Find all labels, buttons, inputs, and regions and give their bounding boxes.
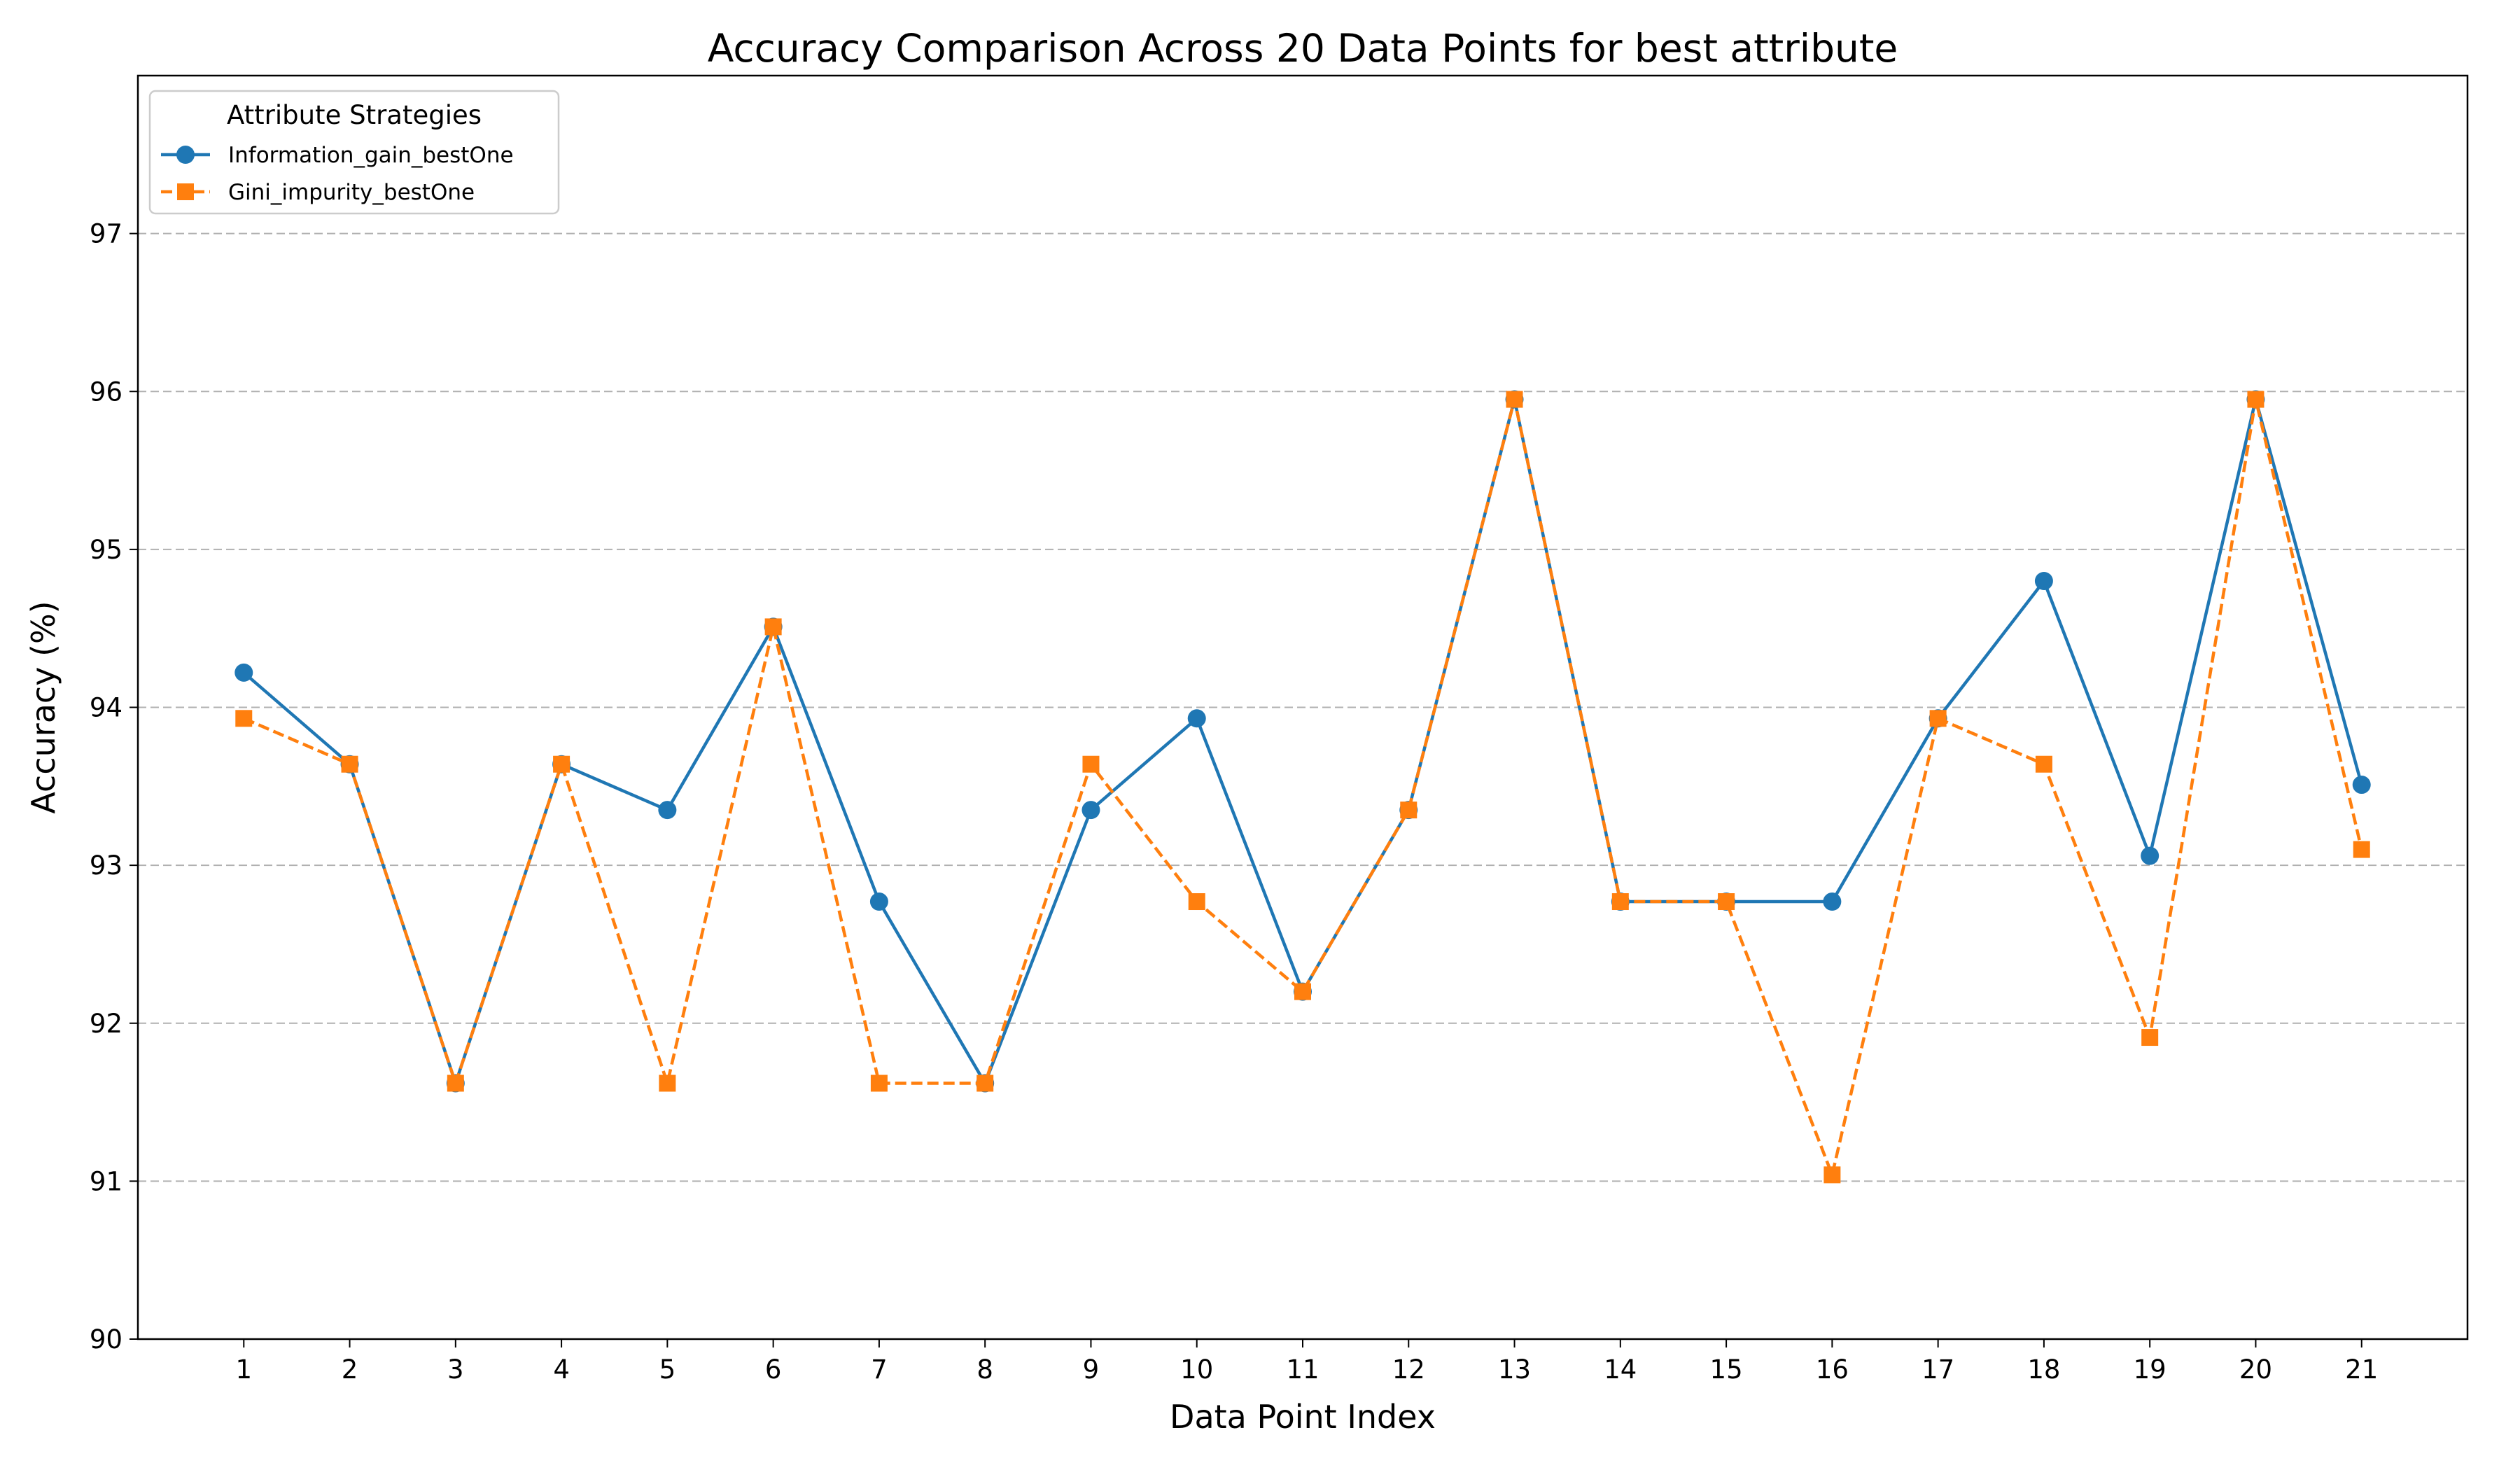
data-point (976, 1074, 994, 1092)
data-point (764, 618, 782, 636)
y-tick-label: 90 (90, 1324, 122, 1354)
data-point (1823, 892, 1842, 911)
x-axis-label: Data Point Index (1170, 1398, 1436, 1436)
data-point (1187, 709, 1206, 728)
legend: Attribute Strategies Information_gain_be… (148, 90, 560, 215)
x-tick-label: 20 (2239, 1354, 2272, 1385)
data-point (2353, 841, 2370, 858)
data-point (1929, 710, 1947, 727)
x-tick-label: 15 (1710, 1354, 1743, 1385)
series-layer (234, 390, 2371, 1184)
data-point (2141, 846, 2160, 865)
x-tick-label: 3 (447, 1354, 464, 1385)
legend-label: Information_gain_bestOne (228, 143, 514, 168)
data-point (869, 892, 888, 911)
data-point (2035, 755, 2052, 773)
data-point (870, 1074, 888, 1092)
data-point (1188, 893, 1205, 911)
data-point (447, 1074, 464, 1092)
legend-swatch-marker (177, 183, 194, 200)
data-point (2034, 572, 2053, 590)
x-tick-label: 5 (659, 1354, 676, 1385)
data-point (1823, 1166, 1841, 1184)
grid-lines (138, 232, 2468, 1182)
y-tick-label: 91 (90, 1166, 122, 1196)
x-tick-label: 8 (976, 1354, 993, 1385)
data-point (2141, 1029, 2159, 1046)
legend-entry: Gini_impurity_bestOne (161, 180, 475, 205)
data-point (2247, 391, 2264, 408)
series-Gini_impurity_bestOne (235, 391, 2370, 1184)
chart-title: Accuracy Comparison Across 20 Data Point… (708, 26, 1898, 71)
legend-entries: Information_gain_bestOne Gini_impurity_be… (161, 143, 514, 205)
x-tick-label: 14 (1604, 1354, 1637, 1385)
data-point (659, 1074, 676, 1092)
data-point (553, 755, 570, 773)
x-tick-label: 17 (1921, 1354, 1954, 1385)
data-point (234, 663, 253, 682)
data-point (1400, 802, 1418, 819)
x-tick-label: 2 (342, 1354, 358, 1385)
data-point (341, 755, 358, 773)
data-point (1718, 893, 1735, 911)
y-tick-label: 97 (90, 219, 122, 249)
x-tick-label: 18 (2027, 1354, 2060, 1385)
legend-title: Attribute Strategies (227, 100, 482, 130)
data-point (1611, 893, 1629, 911)
data-point (2352, 776, 2371, 794)
x-tick-label: 1 (235, 1354, 252, 1385)
data-point (1294, 983, 1311, 1000)
y-tick-label: 92 (90, 1009, 122, 1039)
x-tick-label: 6 (765, 1354, 782, 1385)
x-tick-label: 9 (1083, 1354, 1100, 1385)
x-tick-label: 12 (1392, 1354, 1425, 1385)
x-tick-label: 21 (2345, 1354, 2378, 1385)
x-tick-label: 11 (1286, 1354, 1319, 1385)
y-axis-label: Accuracy (%) (24, 601, 62, 813)
legend-swatch-marker (176, 146, 195, 164)
data-point (1082, 755, 1100, 773)
legend-label: Gini_impurity_bestOne (228, 180, 475, 205)
y-tick-label: 94 (90, 693, 122, 723)
x-tick-label: 19 (2134, 1354, 2166, 1385)
x-tick-label: 4 (553, 1354, 570, 1385)
y-tick-label: 95 (90, 535, 122, 565)
x-tick-label: 13 (1498, 1354, 1531, 1385)
data-point (1082, 801, 1100, 820)
y-tick-label: 93 (90, 850, 122, 881)
x-tick-label: 16 (1816, 1354, 1849, 1385)
data-point (658, 801, 677, 820)
x-tick-label: 10 (1180, 1354, 1213, 1385)
legend-entry: Information_gain_bestOne (161, 143, 514, 168)
data-point (1506, 391, 1523, 408)
y-tick-label: 96 (90, 377, 122, 407)
legend-box (148, 90, 560, 215)
x-tick-label: 7 (871, 1354, 888, 1385)
data-point (235, 710, 253, 727)
